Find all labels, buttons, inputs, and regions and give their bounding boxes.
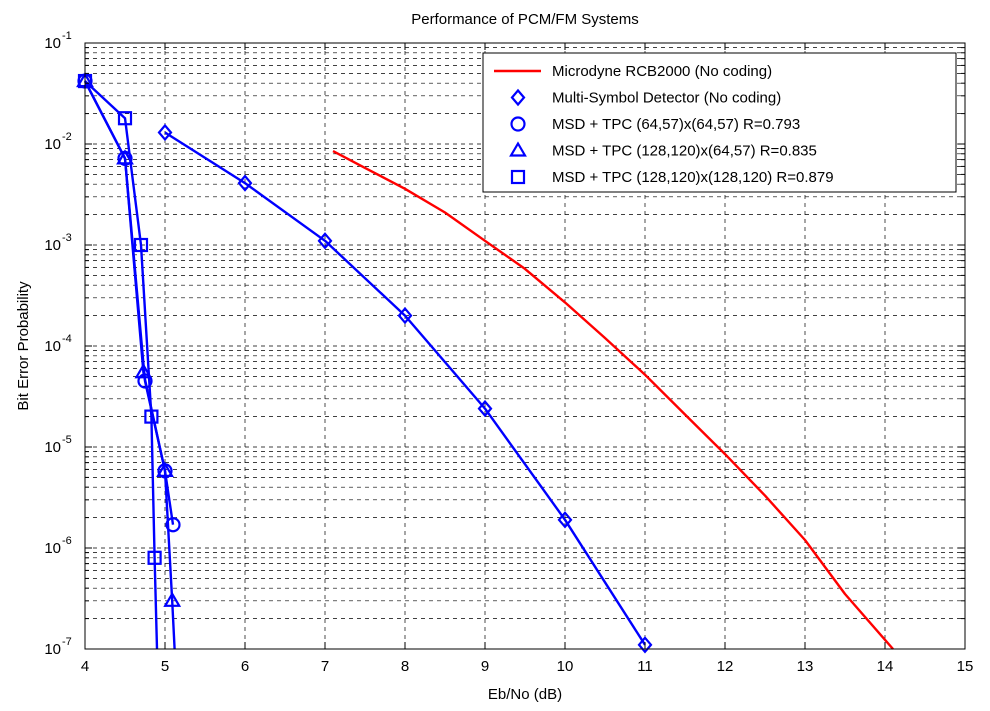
chart-title: Performance of PCM/FM Systems [411, 11, 639, 28]
legend-marker-circle [510, 116, 526, 132]
legend-box [482, 52, 957, 193]
legend-label: MSD + TPC (128,120)x(64,57) R=0.835 [552, 143, 817, 160]
axis-ticks [84, 42, 966, 650]
y-tick-label: 10 [44, 439, 61, 456]
x-tick-label: 4 [81, 658, 89, 675]
legend-entry: Microdyne RCB2000 (No coding) [494, 63, 772, 80]
y-tick-base: 10 [44, 439, 61, 456]
data-point-circle [165, 517, 181, 533]
data-point-square [117, 111, 133, 126]
x-tick-label: 11 [637, 658, 653, 675]
series-line [332, 150, 894, 650]
y-tick-exponent: -4 [62, 333, 72, 345]
data-point-triangle [116, 149, 134, 165]
legend-entry: MSD + TPC (64,57)x(64,57) R=0.793 [510, 116, 800, 133]
x-tick-label: 8 [401, 658, 409, 675]
series-0 [332, 150, 894, 650]
data-point-diamond [637, 636, 653, 654]
y-tick-base: 10 [44, 237, 61, 254]
y-tick-base: 10 [44, 35, 61, 52]
y-axis-label: Bit Error Probability [15, 281, 32, 411]
y-tick-base: 10 [44, 338, 61, 355]
y-tick-label: 10 [44, 35, 61, 52]
legend-label: Microdyne RCB2000 (No coding) [552, 63, 772, 80]
data-point-triangle [156, 461, 174, 477]
x-tick-label: 13 [797, 658, 814, 675]
data-point-square [147, 550, 162, 565]
data-point-diamond [317, 232, 333, 250]
y-tick-base: 10 [44, 136, 61, 153]
y-tick-exponent: -7 [62, 636, 72, 648]
legend: Microdyne RCB2000 (No coding) Multi-Symbo… [482, 52, 957, 193]
data-point-diamond [157, 123, 173, 142]
data-point-square [133, 237, 149, 253]
legend-marker-triangle [509, 141, 527, 157]
data-point-diamond [557, 511, 573, 529]
data-point-triangle [134, 363, 153, 379]
x-tick-label: 5 [161, 658, 169, 675]
series-1 [157, 123, 653, 654]
y-tick-exponent: -6 [62, 535, 72, 547]
data-point-triangle [163, 591, 182, 607]
y-tick-exponent: -1 [62, 30, 72, 42]
x-tick-label: 6 [241, 658, 249, 675]
y-tick-exponent: -5 [62, 434, 72, 446]
data-point-diamond [477, 399, 493, 418]
y-tick-label: 10 [44, 338, 61, 355]
y-tick-base: 10 [44, 540, 61, 557]
x-tick-label: 15 [957, 658, 974, 675]
y-tick-label: 10 [44, 136, 61, 153]
legend-label: MSD + TPC (128,120)x(128,120) R=0.879 [552, 169, 834, 186]
y-tick-labels: 10-110-210-310-410-510-610-7 [44, 30, 71, 658]
legend-marker-diamond [510, 88, 526, 107]
legend-marker-square [510, 169, 526, 185]
x-tick-label: 7 [321, 658, 329, 675]
x-tick-label: 12 [717, 658, 734, 675]
x-axis-label: Eb/No (dB) [488, 686, 562, 703]
x-tick-label: 9 [481, 658, 489, 675]
data-point-diamond [237, 174, 253, 192]
y-tick-base: 10 [44, 641, 61, 658]
data-point-square [144, 409, 159, 424]
x-tick-label: 14 [877, 658, 894, 675]
x-tick-label: 10 [557, 658, 574, 675]
y-tick-label: 10 [44, 237, 61, 254]
legend-label: MSD + TPC (64,57)x(64,57) R=0.793 [552, 116, 800, 133]
series-layer [76, 71, 894, 654]
y-tick-exponent: -3 [62, 232, 72, 244]
x-tick-labels: 4 5 6 7 8 9 10 11 12 13 14 15 [81, 658, 974, 675]
y-tick-label: 10 [44, 540, 61, 557]
y-tick-label: 10 [44, 641, 61, 658]
y-tick-exponent: -2 [62, 131, 72, 143]
series-line [164, 131, 647, 646]
legend-entry: MSD + TPC (128,120)x(64,57) R=0.835 [509, 141, 817, 160]
legend-label: Multi-Symbol Detector (No coding) [552, 90, 781, 107]
legend-entry: MSD + TPC (128,120)x(128,120) R=0.879 [510, 169, 834, 186]
data-point-diamond [397, 306, 413, 325]
legend-entry: Multi-Symbol Detector (No coding) [510, 88, 781, 107]
